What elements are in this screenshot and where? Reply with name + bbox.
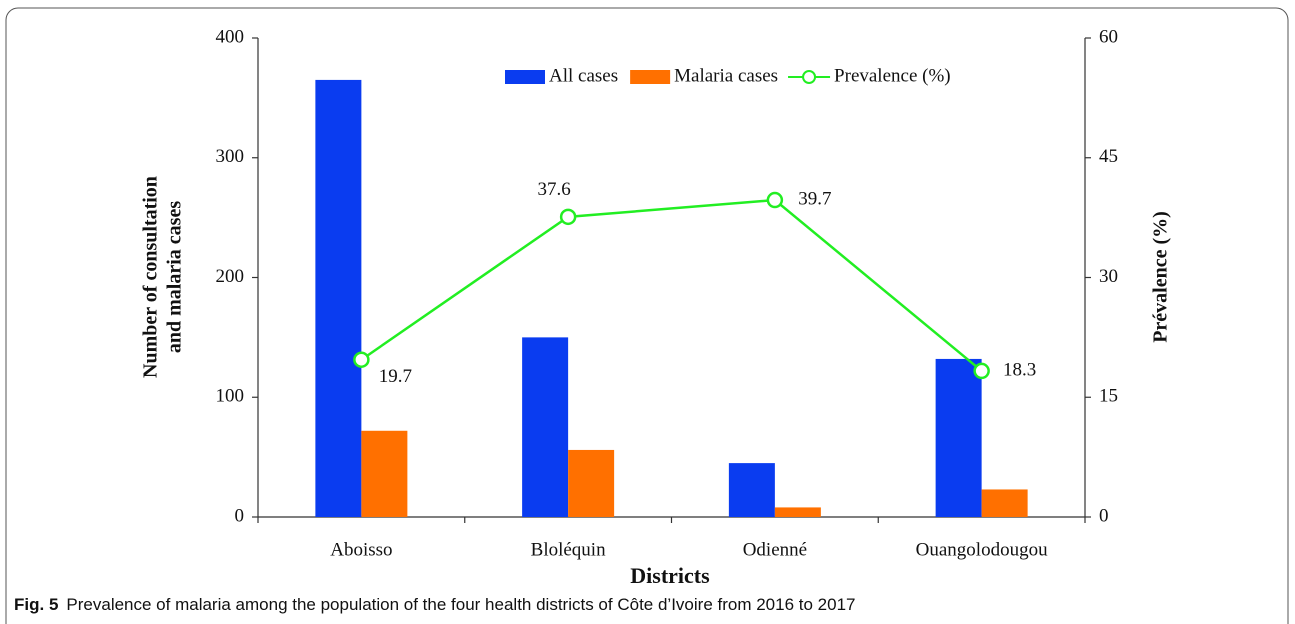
data-label: 37.6 [538,179,571,200]
legend-label: Prevalence (%) [834,65,951,86]
caption: Fig. 5 Prevalence of malaria among the po… [14,595,855,614]
frame [5,7,1289,624]
y-axis-label-line: Number of consultation [140,176,162,378]
y2-tick-label: 15 [1099,386,1118,407]
x-tick-label: Ouangolodougou [916,539,1048,560]
marker [353,351,370,368]
bar [568,449,615,517]
x-tick-label: Aboisso [330,539,392,560]
bar [981,489,1028,517]
y2-axis-label: Prévalence (%) [1150,211,1172,343]
legend-swatch [505,70,545,84]
legend-label: All cases [549,65,618,86]
y2-tick-label: 45 [1099,146,1118,167]
line [360,198,983,372]
marker [973,362,990,380]
legend-swatch [802,70,817,84]
marker [766,191,784,209]
x-axis-label: Districts [630,563,710,588]
y-tick-label: 0 [235,505,245,526]
x-tick-label: Bloléquin [531,539,606,560]
bar [935,358,982,517]
y-tick-label: 200 [216,266,245,287]
legend-swatch [630,70,671,84]
y2-tick-label: 60 [1099,26,1118,47]
bar [728,463,775,517]
y2-tick-label: 30 [1099,266,1118,287]
y2-tick-label: 0 [1099,505,1109,526]
legend-label: Malaria cases [674,65,778,86]
caption-label: Fig. 5 [14,595,58,614]
y-axis-label-line: and malaria cases [164,201,186,353]
y-tick-label: 400 [216,26,245,47]
bar [361,430,408,517]
caption-text: Prevalence of malaria among the populati… [66,595,855,614]
bar [774,507,821,517]
bar [522,337,569,517]
bar [315,79,362,517]
data-label: 39.7 [798,188,831,209]
data-label: 19.7 [379,366,412,387]
x-tick-label: Odienné [743,539,807,560]
marker [559,208,577,226]
y-tick-label: 100 [216,386,245,407]
y-axis-label: Number of consultation and malaria cases [140,176,186,378]
data-label: 18.3 [1003,359,1036,380]
y-tick-label: 300 [216,146,245,167]
